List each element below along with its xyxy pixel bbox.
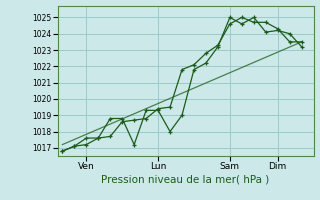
X-axis label: Pression niveau de la mer( hPa ): Pression niveau de la mer( hPa ) (101, 174, 270, 184)
